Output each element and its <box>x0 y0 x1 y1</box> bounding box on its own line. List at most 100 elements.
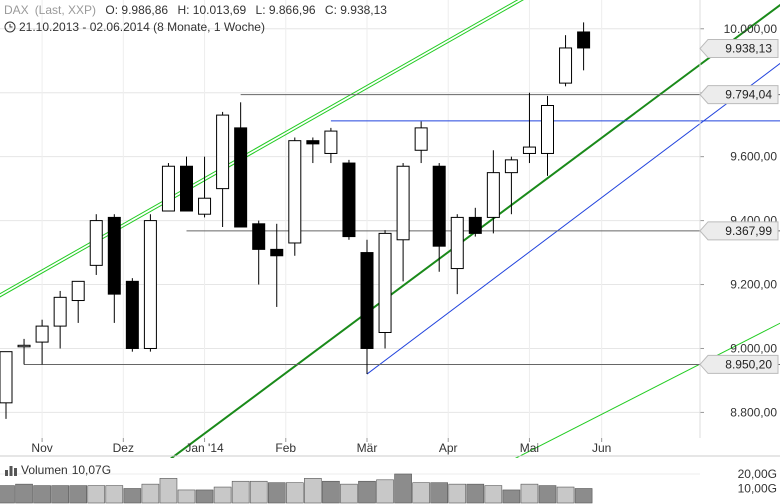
candle <box>53 290 67 349</box>
volume-bar <box>15 483 33 504</box>
x-tick-label: Dez <box>113 441 134 455</box>
volume-bar <box>448 483 467 504</box>
price-label-box <box>699 221 779 241</box>
candle-body <box>234 127 248 228</box>
candle <box>288 137 302 256</box>
candle-body <box>270 248 284 257</box>
volume-bar <box>195 489 214 504</box>
volume-bar <box>87 485 106 504</box>
y-tick-label: 8.800,00 <box>730 405 777 419</box>
candle-body <box>577 31 591 49</box>
volume-bar <box>322 480 340 504</box>
candle <box>360 239 374 375</box>
volume-bar <box>556 486 575 504</box>
candle <box>35 319 49 365</box>
grid-layer <box>0 0 700 438</box>
candle-body <box>107 216 121 295</box>
price-label-box <box>699 354 779 374</box>
volume-bar <box>304 478 322 504</box>
candle-body <box>288 140 302 244</box>
candle-body <box>35 325 49 343</box>
candle <box>107 214 121 323</box>
price-label-text: 9.938,13 <box>725 42 772 56</box>
candle <box>342 159 356 240</box>
candle-body <box>252 223 266 250</box>
candle <box>198 156 212 218</box>
y-tick-label: 9.200,00 <box>730 278 777 292</box>
x-tick-label: Jan '14 <box>185 441 224 455</box>
candle <box>432 163 446 272</box>
candle-body <box>396 165 410 241</box>
x-axis: Nov Dez Jan '14 Feb Mär Apr Mai Jun <box>0 438 780 457</box>
volume-bar <box>141 483 160 504</box>
candle <box>378 230 392 349</box>
volume-bar <box>502 489 521 504</box>
price-labels: 9.938,13 9.794,04 9.367,99 8.950,20 <box>699 39 779 374</box>
trendline-upper-channel-2 <box>0 0 524 298</box>
y-tick-label: 9.000,00 <box>730 341 777 355</box>
x-tick-label: Feb <box>275 441 296 455</box>
instrument-source: (Last, XXP) <box>34 3 97 17</box>
candle <box>234 102 248 228</box>
candle <box>468 207 482 237</box>
y-tick-label: 10.000,00 <box>724 22 778 36</box>
candle <box>577 22 591 71</box>
candle-body <box>432 165 446 247</box>
candle <box>504 156 518 215</box>
open-value: O: 9.986,86 <box>105 3 169 17</box>
candle-body <box>143 220 157 349</box>
candle-body <box>161 165 175 212</box>
candle-body <box>17 344 31 348</box>
candles-layer <box>0 22 591 419</box>
candle <box>89 214 103 275</box>
candle-body <box>342 162 356 238</box>
volume-tick-label: 20,00G <box>738 467 777 481</box>
volume-bar <box>574 488 593 504</box>
price-label-text: 8.950,20 <box>725 357 772 371</box>
candle-body <box>198 197 212 215</box>
price-label-text: 9.794,04 <box>725 88 772 102</box>
candle <box>486 150 500 234</box>
x-tick-label: Mär <box>357 441 378 455</box>
high-value: H: 10.013,69 <box>177 3 247 17</box>
x-tick-label: Apr <box>439 441 458 455</box>
candle-body <box>216 114 230 190</box>
trendline-lower-channel <box>514 322 780 458</box>
candle-body <box>450 216 464 270</box>
close-value: C: 9.938,13 <box>324 3 387 17</box>
volume-bar <box>105 485 124 504</box>
candle-body <box>0 351 13 404</box>
volume-bar <box>249 480 268 504</box>
candle-body <box>360 252 374 349</box>
instrument-name: DAX <box>4 3 29 17</box>
candle <box>559 35 573 87</box>
candle <box>180 156 193 212</box>
candle-body <box>486 172 500 218</box>
volume-bar <box>466 483 485 504</box>
volume-tick-label: 10,00G <box>738 482 777 496</box>
low-value: L: 9.866,96 <box>255 3 316 17</box>
candle <box>143 214 157 352</box>
volume-bar <box>267 482 286 504</box>
bar-chart-icon <box>5 466 17 476</box>
candle <box>125 278 139 352</box>
volume-header: Volumen 10,07G <box>4 463 115 477</box>
volume-bar <box>376 479 394 504</box>
volume-bar <box>123 488 142 504</box>
volume-bar <box>33 485 51 504</box>
volume-bar <box>69 485 87 504</box>
x-tick-label: Jun <box>592 441 611 455</box>
volume-bar <box>159 478 178 504</box>
clock-icon <box>4 21 16 33</box>
candle <box>450 214 464 295</box>
candle <box>324 127 338 164</box>
candle-body <box>53 296 67 327</box>
candle-body <box>125 280 139 349</box>
volume-bar <box>231 480 250 504</box>
candle <box>396 163 410 282</box>
volume-bar <box>0 485 15 504</box>
volume-bar <box>484 485 503 504</box>
volume-bar <box>412 482 430 504</box>
candle <box>270 223 284 307</box>
candle-body <box>559 47 573 84</box>
